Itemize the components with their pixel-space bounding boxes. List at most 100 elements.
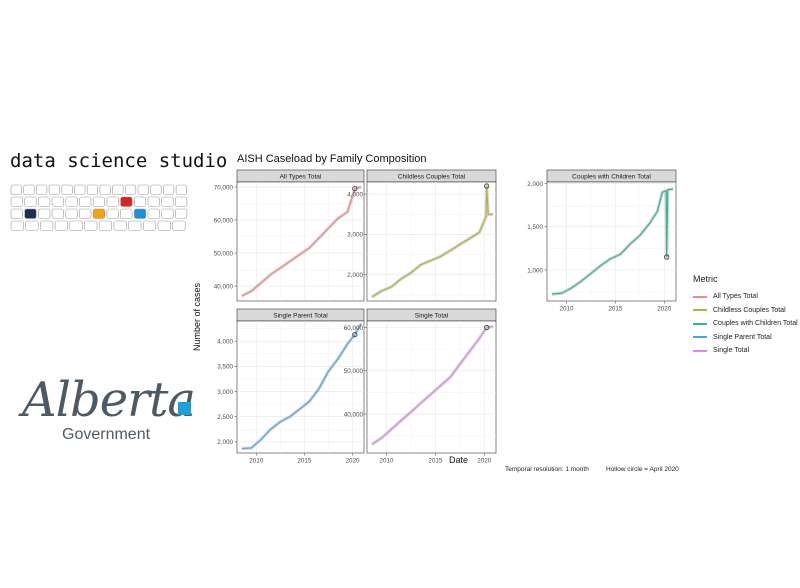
- facet-title: Single Total: [415, 313, 449, 320]
- legend-label: Childless Couples Total: [713, 306, 786, 314]
- april-2020-marker: [664, 254, 670, 260]
- keyboard-key: [36, 184, 48, 195]
- keyboard-key: [92, 208, 105, 219]
- keyboard-key: [161, 208, 174, 219]
- keyboard-key: [120, 196, 133, 207]
- keyboard-key: [74, 184, 86, 195]
- keyboard-key: [175, 208, 188, 219]
- logo-accent-mark: [178, 402, 191, 415]
- y-tick-label: 2,000: [217, 439, 233, 446]
- x-tick-label: 2010: [380, 458, 395, 465]
- studio-title: data science studio: [10, 150, 228, 172]
- facet-panel: Single Total 40,000 50,000 60,000 2010 2015 20…: [344, 308, 497, 465]
- x-tick-label: 2010: [249, 458, 264, 465]
- x-tick-label: 2015: [428, 458, 443, 465]
- keyboard-key: [79, 208, 92, 219]
- x-tick-label: 2010: [560, 306, 575, 313]
- y-tick-label: 4,000: [217, 338, 233, 345]
- x-tick-label: 2015: [297, 458, 312, 465]
- y-tick-label: 2,000: [347, 272, 363, 279]
- keyboard-key: [128, 220, 142, 231]
- keyboard-key: [24, 196, 37, 207]
- logo-wordmark: Alberta: [22, 372, 196, 428]
- keyboard-key: [65, 208, 78, 219]
- keyboard-key: [163, 184, 175, 195]
- y-tick-label: 3,500: [217, 364, 233, 371]
- plot-area: [546, 181, 677, 302]
- keyboard-key: [51, 208, 64, 219]
- y-tick-label: 1,000: [527, 267, 543, 274]
- y-tick-label: 3,000: [217, 389, 233, 396]
- april-2020-marker: [484, 183, 490, 189]
- legend-label: Single Parent Total: [713, 333, 772, 341]
- keyboard-key: [106, 196, 119, 207]
- keyboard-key: [38, 196, 51, 207]
- legend-key: [693, 322, 707, 325]
- x-tick-label: 2015: [608, 306, 623, 313]
- facet-title: All Types Total: [280, 174, 322, 181]
- legend-item: Childless Couples Total: [693, 304, 798, 318]
- keyboard-key: [51, 196, 64, 207]
- legend-label: All Types Total: [713, 293, 758, 301]
- keyboard-key: [25, 220, 39, 231]
- april-2020-marker: [352, 332, 358, 338]
- y-tick-label: 60,000: [214, 217, 234, 224]
- keyboard-key: [10, 196, 23, 207]
- y-tick-label: 2,500: [217, 414, 233, 421]
- x-tick-label: 2020: [477, 458, 492, 465]
- keyboard-key: [147, 208, 160, 219]
- keyboard-key: [172, 220, 186, 231]
- keyboard-key: [98, 220, 112, 231]
- chart-title: AISH Caseload by Family Composition: [237, 153, 427, 165]
- keyboard-key: [112, 184, 124, 195]
- keyboard-key: [79, 196, 92, 207]
- facet-panel: Couples with Children Total 1,000 1,500 2,0…: [527, 169, 677, 313]
- legend-key: [693, 295, 707, 298]
- keyboard-key: [69, 220, 83, 231]
- legend-key: [693, 309, 707, 312]
- keyboard-key: [161, 196, 174, 207]
- keyboard-key: [134, 208, 147, 219]
- keyboard-key: [86, 184, 98, 195]
- april-2020-marker: [352, 186, 358, 192]
- legend-item: Single Parent Total: [693, 331, 798, 345]
- facet-panel: Single Parent Total 2,000 2,500 3,000 3,500 4…: [217, 308, 365, 465]
- keyboard-key: [120, 208, 133, 219]
- keyboard-key: [150, 184, 162, 195]
- keyboard-key: [84, 220, 98, 231]
- y-tick-label: 40,000: [214, 283, 234, 290]
- series-line: [241, 323, 362, 450]
- keyboard-key: [23, 184, 35, 195]
- keyboard-key: [143, 220, 157, 231]
- x-tick-label: 2020: [657, 306, 672, 313]
- keyboard-key: [175, 196, 188, 207]
- keyboard-key: [147, 196, 160, 207]
- y-tick-label: 50,000: [214, 250, 234, 257]
- facet-title: Childless Couples Total: [398, 174, 466, 181]
- caption-hollow-circle: Hollow circle = April 2020: [606, 466, 679, 473]
- legend-label: Couples with Children Total: [713, 320, 798, 328]
- keyboard-key: [24, 208, 37, 219]
- keyboard-key: [137, 184, 149, 195]
- keyboard-key: [99, 184, 111, 195]
- legend: Metric All Types Total Childless Couples …: [693, 274, 798, 358]
- y-tick-label: 70,000: [214, 184, 234, 191]
- keyboard-key: [65, 196, 78, 207]
- keyboard-key: [175, 184, 187, 195]
- keyboard-key: [157, 220, 171, 231]
- legend-key: [693, 336, 707, 339]
- keyboard-key: [125, 184, 137, 195]
- legend-title: Metric: [693, 274, 718, 284]
- keyboard-key: [134, 196, 147, 207]
- y-tick-label: 4,000: [347, 191, 363, 198]
- series-line: [371, 326, 494, 445]
- legend-key: [693, 349, 707, 352]
- keyboard-key: [40, 220, 54, 231]
- legend-item: Single Total: [693, 344, 798, 358]
- series-line: [551, 188, 674, 295]
- legend-label: Single Total: [713, 347, 750, 355]
- keyboard-key: [106, 208, 119, 219]
- keyboard-key: [61, 184, 73, 195]
- y-tick-label: 2,000: [527, 181, 543, 188]
